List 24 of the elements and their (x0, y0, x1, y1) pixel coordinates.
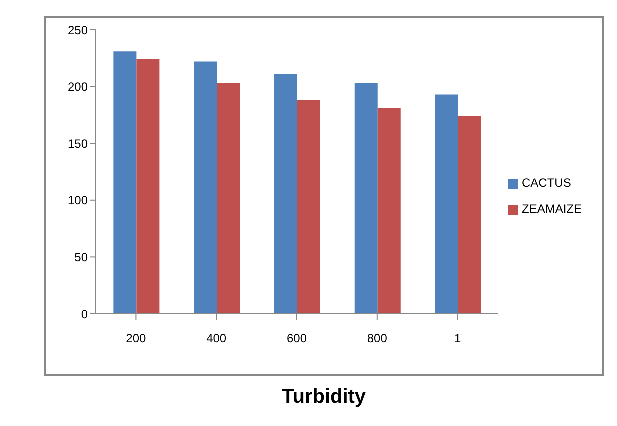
y-tick-label: 200 (68, 80, 88, 94)
x-axis-title: Turbidity (280, 386, 368, 409)
legend-label: CACTUS (522, 176, 572, 190)
y-tick-label: 150 (68, 136, 88, 151)
bar (354, 83, 378, 314)
x-tick-label: 600 (286, 332, 308, 346)
y-tick-label: 100 (68, 194, 88, 208)
bar (136, 60, 160, 314)
bar (458, 116, 482, 314)
x-tick-label: 200 (126, 332, 147, 346)
bar (435, 94, 458, 314)
y-tick-label: 50 (74, 250, 88, 264)
y-tick-label: 0 (81, 307, 88, 322)
bar (114, 52, 137, 314)
bar (297, 100, 320, 314)
y-tick-label: 250 (68, 23, 88, 38)
bar (217, 83, 240, 314)
bar (194, 62, 218, 314)
bar (274, 74, 298, 314)
x-tick-label: 800 (367, 332, 388, 346)
x-tick-label: 1 (454, 332, 462, 346)
x-tick-label: 400 (206, 332, 227, 346)
legend-label: ZEAMAIZE (522, 202, 582, 216)
bar (378, 108, 401, 314)
